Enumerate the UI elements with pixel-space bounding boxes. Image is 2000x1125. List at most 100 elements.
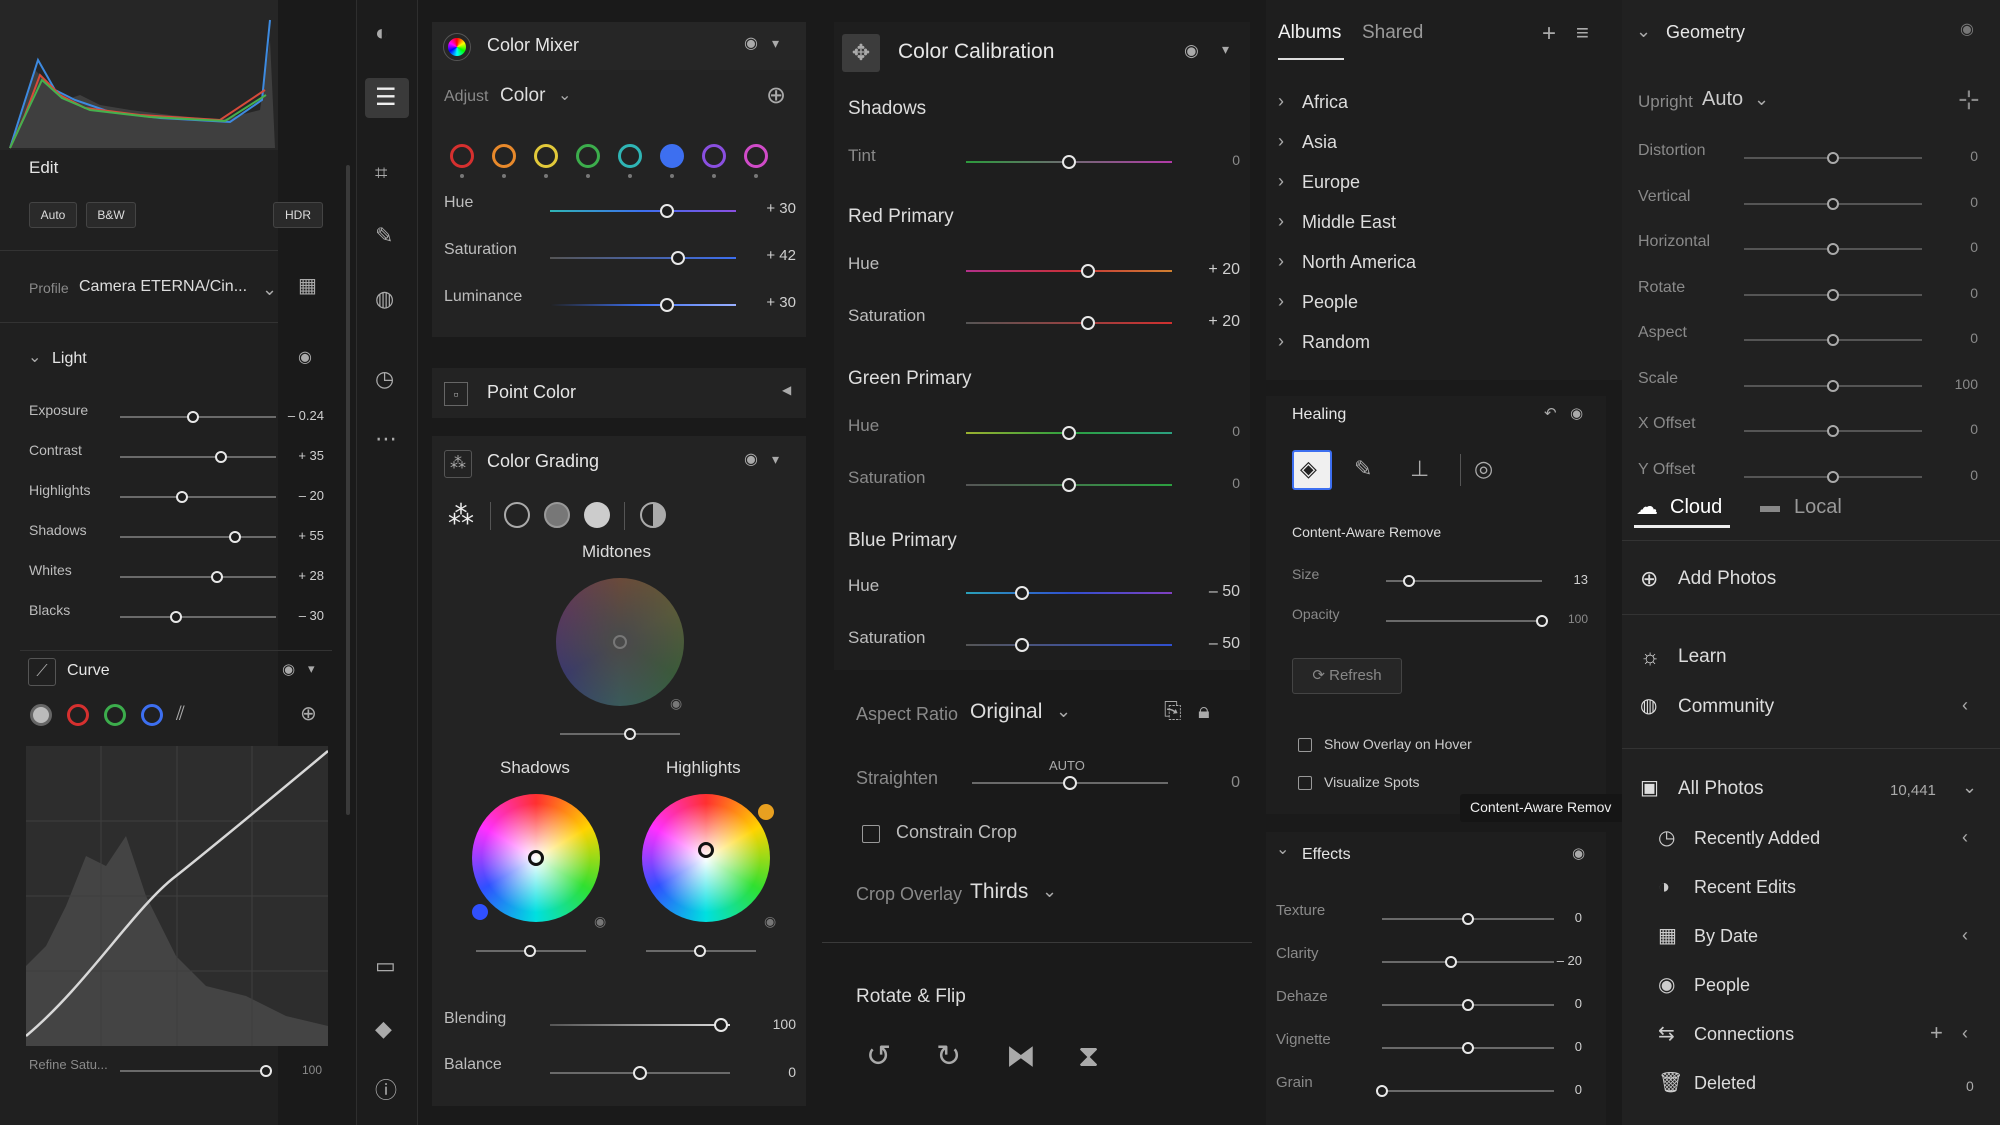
sort-icon[interactable]: ≡ [1576,20,1589,45]
tone-curve-graph[interactable] [26,746,328,1046]
tag-icon[interactable]: ◆ [375,1016,392,1041]
show-overlay-checkbox[interactable] [1298,738,1312,752]
eye-icon[interactable]: ◉ [594,913,607,929]
community-link[interactable]: Community [1678,696,1775,717]
light-track-whites[interactable] [120,576,276,578]
chevron-down-icon[interactable]: ⌄ [28,349,42,366]
chevron-left-icon[interactable]: ‹ [1962,827,1968,847]
healing-icon[interactable]: ✎ [375,223,394,248]
highlights-wheel-button[interactable] [584,502,610,528]
album-item[interactable]: People [1302,292,1359,312]
chevron-down-icon[interactable]: ⌄ [262,279,278,299]
effects-thumb-texture[interactable] [1462,913,1474,925]
geometry-thumb-x-offset[interactable] [1827,425,1839,437]
caret-down-icon[interactable]: ▾ [772,451,780,467]
adjust-dropdown[interactable]: Color [500,85,546,106]
more-icon[interactable]: ⋯ [375,426,397,451]
hdr-button[interactable]: HDR [273,202,323,228]
midtones-luminance-thumb[interactable] [624,728,636,740]
red-sat-track[interactable] [966,322,1172,324]
rotate-right-icon[interactable]: ↻ [936,1040,962,1073]
eye-icon[interactable]: ◉ [744,35,758,52]
light-track-highlights[interactable] [120,496,276,498]
caret-down-icon[interactable]: ▾ [308,661,315,676]
masking-icon[interactable]: ◍ [375,286,395,311]
eye-icon[interactable]: ◉ [764,913,777,929]
effects-thumb-grain[interactable] [1376,1085,1388,1097]
caret-down-icon[interactable]: ▾ [1222,41,1230,57]
chevron-down-icon[interactable]: ⌄ [1754,89,1770,109]
straighten-thumb[interactable] [1063,776,1077,790]
comment-icon[interactable]: ▭ [375,953,396,978]
color-swatch-0[interactable] [450,144,474,168]
rotate-aspect-icon[interactable]: ⎘ [1164,698,1182,723]
eye-icon[interactable]: ◉ [1184,41,1199,60]
tab-local[interactable]: Local [1794,496,1842,518]
blue-sat-thumb[interactable] [1015,638,1029,652]
effects-thumb-vignette[interactable] [1462,1042,1474,1054]
curve-channel-blue[interactable] [141,704,163,726]
light-thumb-highlights[interactable] [176,491,189,503]
reset-icon[interactable]: ↶ [1544,405,1557,422]
eye-icon[interactable]: ◉ [282,661,296,678]
target-adjust-icon[interactable]: ⊕ [766,82,787,109]
geometry-thumb-vertical[interactable] [1827,197,1839,210]
aspect-ratio-dropdown[interactable]: Original [970,700,1043,723]
light-thumb-exposure[interactable] [187,411,200,423]
add-connection-icon[interactable]: + [1930,1020,1943,1045]
library-item[interactable]: People [1694,975,1751,995]
curve-channel-red[interactable] [67,704,89,726]
color-swatch-4[interactable] [618,144,642,168]
rotate-left-icon[interactable]: ↺ [866,1040,892,1073]
blue-hue-thumb[interactable] [1015,586,1029,600]
flip-horizontal-icon[interactable]: ⧓ [1006,1040,1036,1073]
shadows-wheel-button[interactable] [504,502,530,528]
library-item[interactable]: Deleted [1694,1073,1757,1093]
album-item[interactable]: Middle East [1302,212,1397,232]
blending-track[interactable] [550,1024,730,1026]
chevron-right-icon[interactable]: › [1278,331,1284,351]
straighten-auto-button[interactable]: AUTO [1049,758,1085,773]
chevron-left-icon[interactable]: ‹ [1962,925,1968,945]
album-item[interactable]: Asia [1302,132,1338,152]
light-thumb-shadows[interactable] [229,531,242,543]
geometry-thumb-horizontal[interactable] [1827,243,1839,255]
blue-sat-track[interactable] [966,644,1172,646]
global-wheel-button[interactable] [640,502,666,528]
parametric-curve-icon[interactable]: ⫽ [176,703,185,725]
eye-icon[interactable]: ◉ [1570,405,1584,422]
crop-icon[interactable]: ⌗ [375,160,388,185]
presets-icon[interactable]: ◐ [375,20,389,45]
mixer-thumb-saturation[interactable] [671,251,686,265]
upright-dropdown[interactable]: Auto [1702,88,1744,110]
highlights-wheel-thumb[interactable] [698,842,714,858]
tint-thumb[interactable] [1062,155,1076,169]
size-thumb[interactable] [1403,575,1416,587]
highlights-color-wheel[interactable] [642,794,770,922]
eye-icon[interactable]: ◉ [1960,21,1974,38]
caret-down-icon[interactable]: ▾ [772,35,780,51]
point-color-panel[interactable]: ▫ Point Color ◀ [432,368,806,418]
visualize-spots-checkbox[interactable] [1298,776,1312,790]
chevron-right-icon[interactable]: › [1278,91,1284,111]
mixer-thumb-luminance[interactable] [660,298,675,312]
eye-icon[interactable]: ◉ [1572,845,1586,862]
library-item[interactable]: Recently Added [1694,828,1821,848]
learn-link[interactable]: Learn [1678,646,1727,667]
light-thumb-whites[interactable] [210,571,223,583]
light-track-contrast[interactable] [120,456,276,458]
info-icon[interactable]: ⓘ [375,1078,398,1103]
content-aware-remove-icon[interactable]: ◈ [1300,456,1317,481]
add-photos-icon[interactable]: ⊕ [1640,566,1659,591]
geometry-thumb-distortion[interactable] [1827,152,1839,164]
target-adjust-icon[interactable]: ⊕ [300,703,317,725]
album-item[interactable]: Random [1302,332,1371,352]
guided-upright-icon[interactable]: ⊹ [1958,84,1980,114]
crop-overlay-dropdown[interactable]: Thirds [970,880,1029,903]
profile-browser-icon[interactable]: ▦ [298,275,317,297]
mixer-track-saturation[interactable] [550,257,736,259]
clone-stamp-icon[interactable]: ⊥ [1410,456,1430,481]
chevron-right-icon[interactable]: › [1278,251,1284,271]
effects-track-clarity[interactable] [1382,961,1554,963]
library-item[interactable]: Connections [1694,1024,1795,1044]
